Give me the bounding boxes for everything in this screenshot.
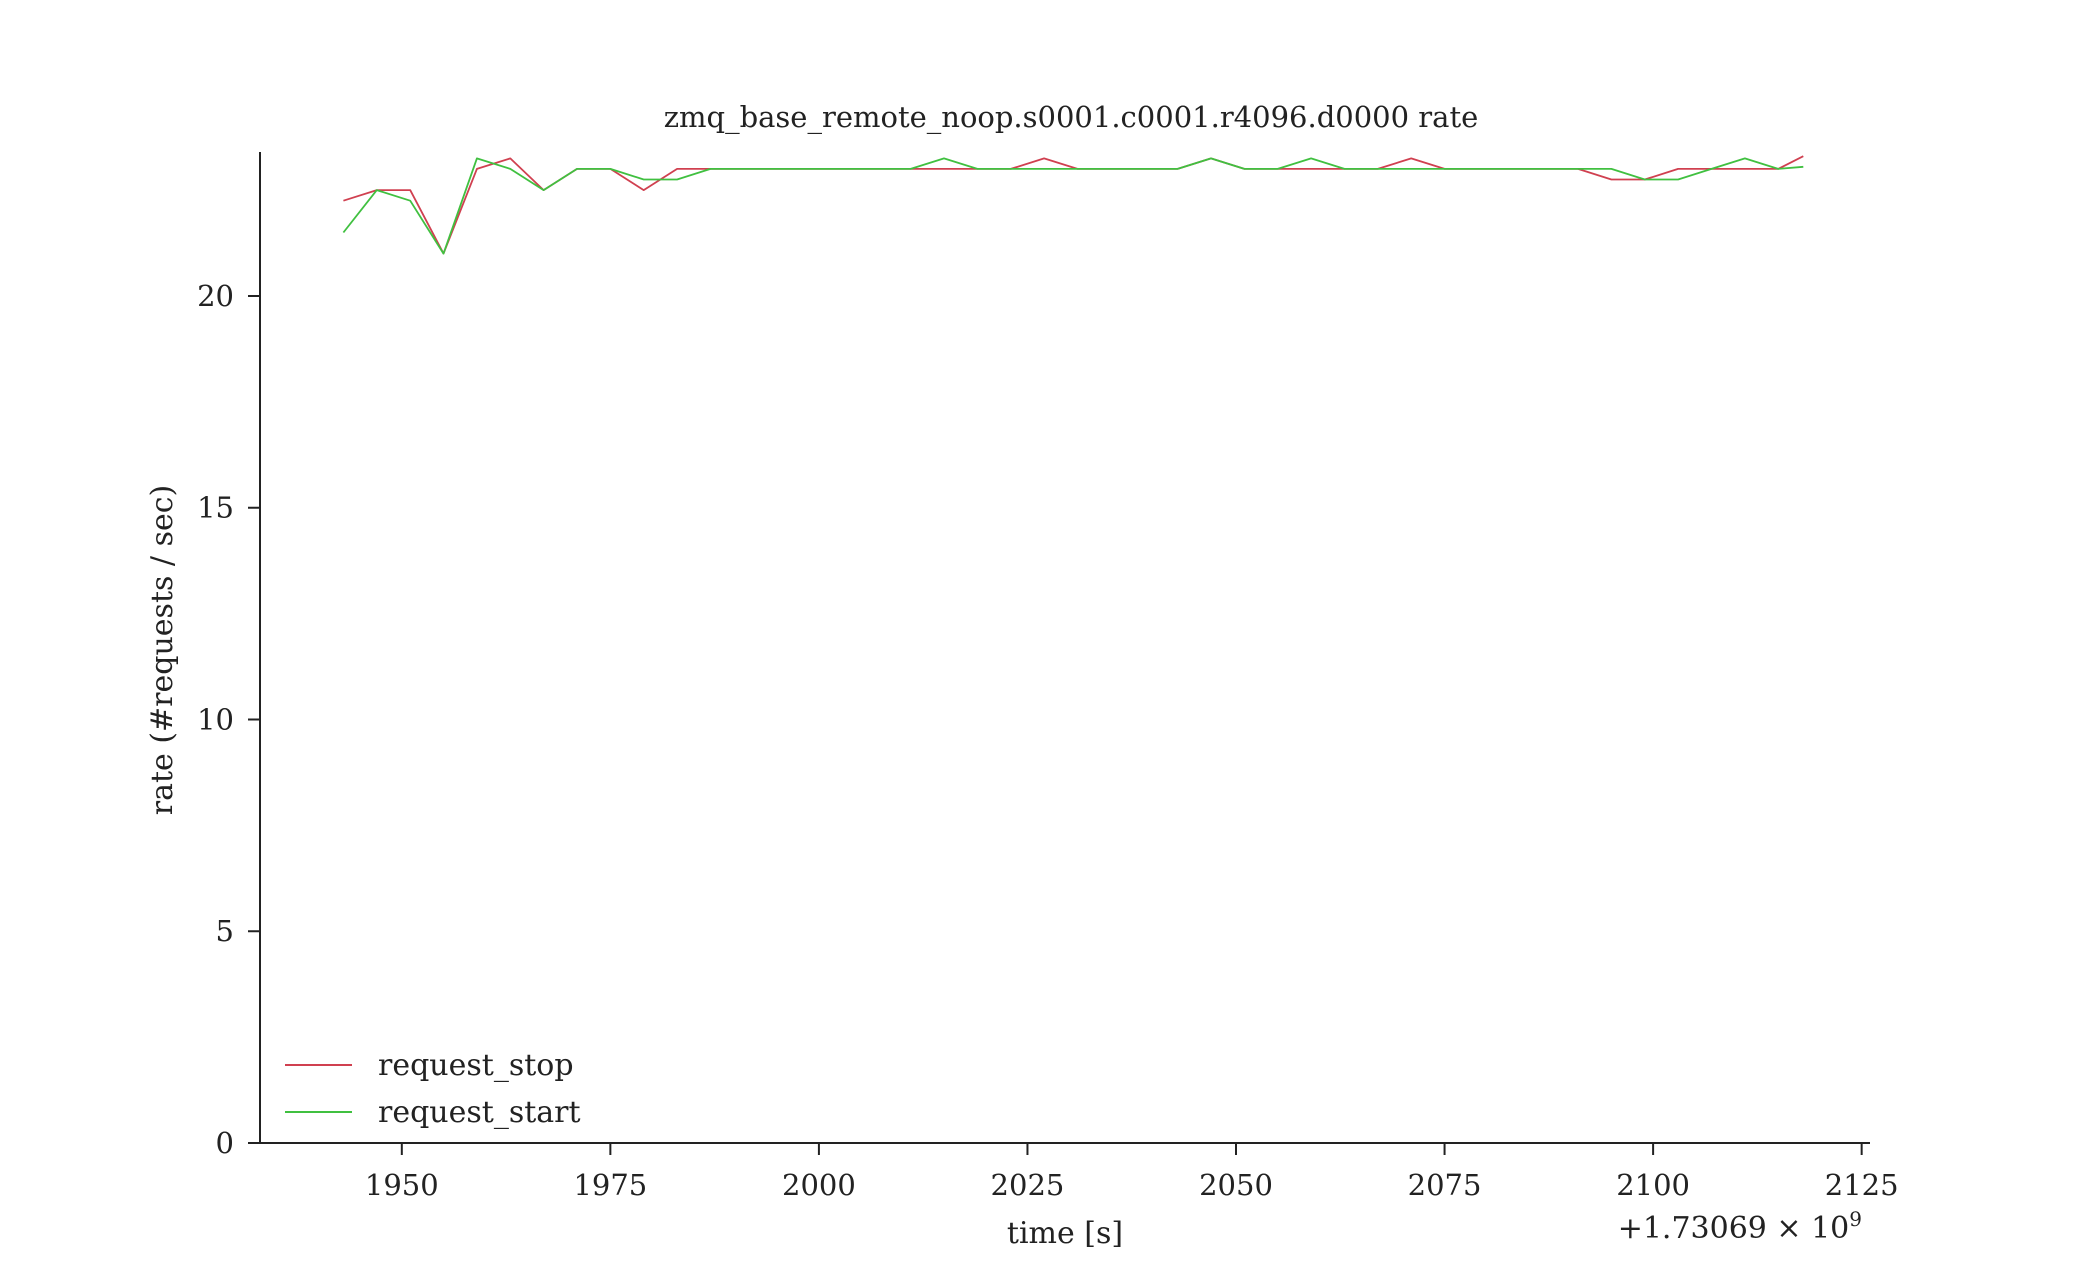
y-ticks: 0 5 10 15 20 [197,279,260,1160]
x-offset-base: +1.73069 × 10 [1618,1211,1850,1246]
legend: request_stop request_start [285,1048,581,1130]
x-offset-label: +1.73069 × 109 [1618,1207,1862,1246]
x-tick-label: 2075 [1408,1168,1482,1202]
x-ticks: 1950 1975 2000 2025 2050 2075 2100 2125 [365,1143,1899,1202]
legend-label-request-stop: request_stop [378,1048,574,1083]
chart-title: zmq_base_remote_noop.s0001.c0001.r4096.d… [664,100,1479,135]
y-tick-label: 5 [216,914,234,948]
x-tick-label: 2125 [1825,1168,1899,1202]
x-tick-label: 2000 [782,1168,856,1202]
y-axis-label: rate (#requests / sec) [145,485,180,815]
x-offset-exponent: 9 [1849,1207,1862,1231]
series-layer [342,155,1804,255]
x-tick-label: 2100 [1616,1168,1690,1202]
x-axis-label: time [s] [1007,1216,1123,1251]
y-tick-label: 15 [197,491,234,525]
legend-label-request-start: request_start [378,1095,581,1130]
series-line-request-start [342,157,1804,255]
x-tick-label: 2025 [991,1168,1065,1202]
y-tick-label: 20 [197,279,234,313]
x-tick-label: 1975 [573,1168,647,1202]
x-tick-label: 1950 [365,1168,439,1202]
y-tick-label: 0 [216,1126,234,1160]
x-tick-label: 2050 [1199,1168,1273,1202]
y-tick-label: 10 [197,702,234,736]
series-line-request-stop [343,155,1804,255]
